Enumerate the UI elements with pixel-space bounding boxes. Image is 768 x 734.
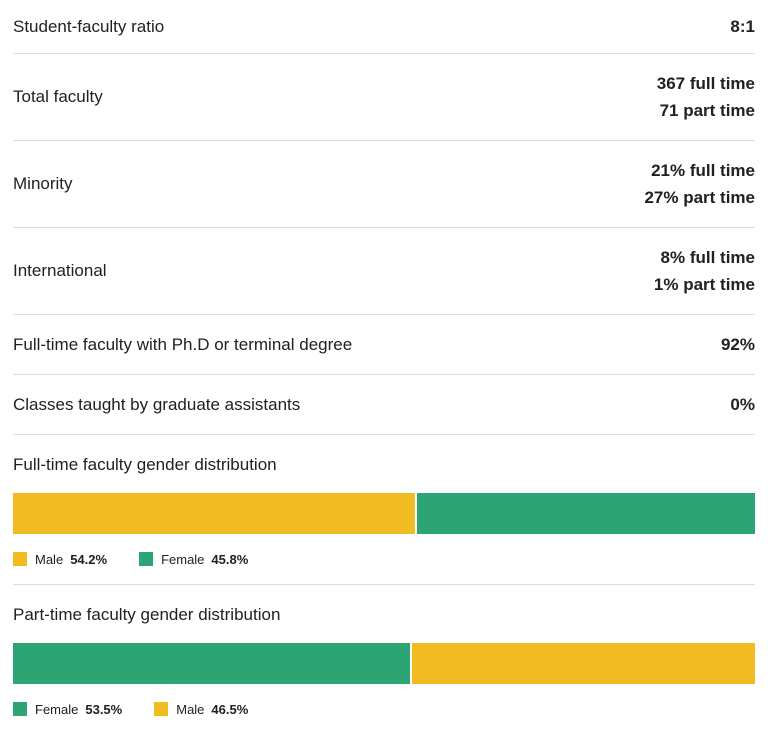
stat-value: 92% <box>721 331 755 358</box>
stat-row-student-faculty-ratio: Student-faculty ratio 8:1 <box>13 0 755 54</box>
stat-value: 21% full time 27% part time <box>644 157 755 211</box>
legend-swatch <box>13 702 27 716</box>
distribution-bar <box>13 493 755 534</box>
stat-label: Student-faculty ratio <box>13 16 165 36</box>
stat-value-line: 8:1 <box>730 17 755 36</box>
distribution-legend: Female 53.5% Male 46.5% <box>13 684 755 734</box>
stat-value-line: 27% part time <box>644 188 755 207</box>
legend-swatch <box>154 702 169 716</box>
stat-row-minority: Minority 21% full time 27% part time <box>13 141 755 228</box>
legend-name: Male <box>176 701 205 717</box>
stat-value-line: 1% part time <box>653 275 755 294</box>
stat-label: International <box>13 261 107 280</box>
bar-segment-male <box>409 643 755 684</box>
distribution-bar <box>13 643 755 684</box>
stat-label: Total faculty <box>13 87 103 106</box>
stat-label: Minority <box>13 174 73 193</box>
stat-row-graduate-assistants: Classes taught by graduate assistants 0% <box>13 375 755 435</box>
stat-value-line: 92% <box>720 335 755 354</box>
stat-value: 367 full time 71 part time <box>657 70 755 124</box>
stat-row-total-faculty: Total faculty 367 full time 71 part time <box>13 54 755 141</box>
stat-value: 0% <box>730 391 755 418</box>
legend-item-male: Male 46.5% <box>154 702 248 717</box>
stat-value-line: 8% full time <box>660 248 755 267</box>
stat-value: 8:1 <box>730 13 755 40</box>
stat-row-international: International 8% full time 1% part time <box>13 228 755 315</box>
legend-swatch <box>139 552 154 566</box>
legend-value: 53.5% <box>85 701 123 717</box>
stat-row-phd-faculty: Full-time faculty with Ph.D or terminal … <box>13 315 755 375</box>
stat-value-line: 71 part time <box>659 101 755 120</box>
stat-label: Classes taught by graduate assistants <box>13 394 301 414</box>
stat-value-line: 0% <box>730 395 755 414</box>
stat-value: 8% full time 1% part time <box>654 244 755 298</box>
stat-value-line: 367 full time <box>656 74 755 93</box>
legend-value: 46.5% <box>211 701 249 717</box>
legend-name: Male <box>35 551 64 567</box>
parttime-gender-distribution: Part-time faculty gender distribution Fe… <box>13 585 755 734</box>
legend-value: 45.8% <box>211 551 249 567</box>
distribution-legend: Male 54.2% Female 45.8% <box>13 534 755 584</box>
legend-item-female: Female 45.8% <box>139 552 248 567</box>
bar-segment-male <box>13 493 416 534</box>
legend-name: Female <box>35 701 79 717</box>
fulltime-gender-distribution: Full-time faculty gender distribution Ma… <box>13 435 755 585</box>
legend-name: Female <box>161 551 205 567</box>
faculty-stats-panel: Student-faculty ratio 8:1 Total faculty … <box>13 0 755 734</box>
legend-swatch <box>13 552 27 566</box>
legend-item-female: Female 53.5% <box>13 702 122 717</box>
stat-value-line: 21% full time <box>651 161 755 180</box>
distribution-title: Full-time faculty gender distribution <box>13 455 277 474</box>
bar-segment-female <box>13 643 410 684</box>
legend-item-male: Male 54.2% <box>13 552 107 567</box>
stat-label: Full-time faculty with Ph.D or terminal … <box>13 334 353 354</box>
distribution-title: Part-time faculty gender distribution <box>13 605 281 624</box>
legend-value: 54.2% <box>70 551 108 567</box>
bar-segment-female <box>415 493 755 534</box>
